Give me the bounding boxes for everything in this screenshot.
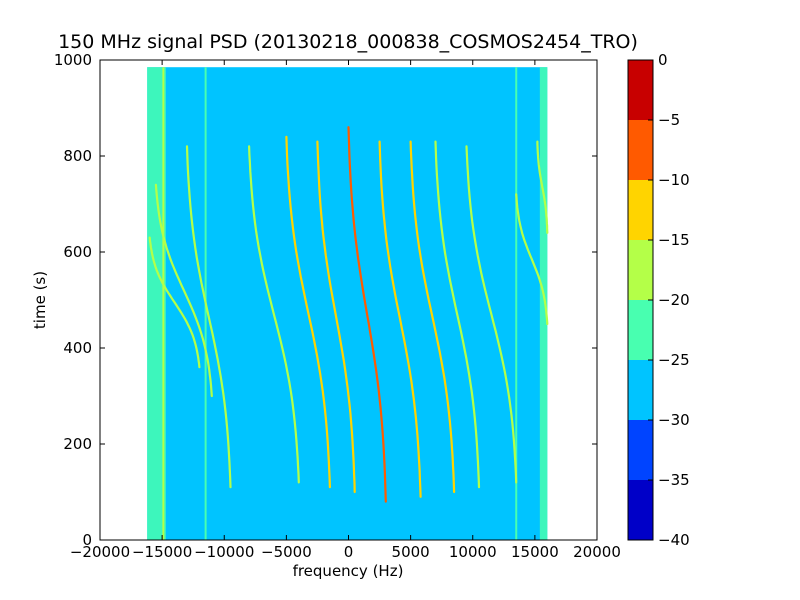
doppler-track [285, 135, 331, 489]
chart-title: 150 MHz signal PSD (20130218_000838_COSM… [58, 31, 638, 53]
x-axis-label: frequency (Hz) [293, 562, 404, 580]
x-tick-label: −15000 [132, 543, 192, 561]
doppler-track [148, 236, 201, 369]
y-tick-label: 800 [63, 147, 92, 165]
y-tick-label: 200 [63, 435, 92, 453]
y-tick-label: 1000 [54, 51, 92, 69]
doppler-track [347, 126, 387, 503]
heatmap-edge-band [539, 67, 548, 540]
colorbar-cell [628, 240, 653, 300]
doppler-track [185, 145, 232, 489]
doppler-track [515, 193, 549, 326]
colorbar-tick-label: −30 [658, 411, 690, 429]
y-axis-ticks: 0 200 400 600 800 1000 [54, 51, 597, 549]
doppler-track [434, 140, 481, 489]
colorbar-cell [628, 420, 653, 480]
doppler-track [536, 140, 549, 234]
colorbar-tick-label: −5 [658, 111, 680, 129]
colorbar-cell [628, 480, 653, 540]
y-tick-label: 600 [63, 243, 92, 261]
y-tick-label: 0 [82, 531, 92, 549]
doppler-track [409, 140, 456, 494]
x-tick-label: 10000 [449, 543, 497, 561]
doppler-track [248, 145, 300, 484]
y-tick-label: 400 [63, 339, 92, 357]
doppler-track [316, 140, 356, 494]
colorbar: −40 −35 −30 −25 −20 −15 −10 −5 0 [627, 51, 690, 549]
x-tick-label: −20000 [70, 543, 130, 561]
colorbar-tick-label: −10 [658, 171, 690, 189]
x-tick-label: 20000 [573, 543, 621, 561]
colorbar-tick-label: 0 [658, 51, 668, 69]
colorbar-cell [628, 60, 653, 120]
y-axis-label: time (s) [31, 271, 49, 329]
doppler-track [378, 140, 422, 498]
x-tick-label: 0 [344, 543, 354, 561]
colorbar-cells [628, 60, 653, 540]
colorbar-ticks: −40 −35 −30 −25 −20 −15 −10 −5 0 [648, 51, 690, 549]
colorbar-cell [628, 180, 653, 240]
colorbar-tick-label: −25 [658, 351, 690, 369]
heatmap-layer [147, 67, 549, 540]
colorbar-tick-label: −35 [658, 471, 690, 489]
heatmap-background [147, 67, 548, 540]
x-tick-label: −5000 [261, 543, 312, 561]
colorbar-tick-label: −40 [658, 531, 690, 549]
doppler-track [465, 145, 518, 484]
x-axis-ticks: −20000 −15000 −10000 −5000 0 5000 10000 15000 20… [70, 60, 621, 561]
colorbar-cell [628, 120, 653, 180]
plot-area: −20000 −15000 −10000 −5000 0 5000 10000 15000 20… [54, 51, 621, 561]
colorbar-cell [628, 300, 653, 360]
colorbar-cell [628, 360, 653, 420]
x-tick-label: 5000 [392, 543, 430, 561]
x-tick-label: 15000 [511, 543, 559, 561]
heatmap-edge-band [147, 67, 166, 540]
colorbar-tick-label: −15 [658, 231, 690, 249]
colorbar-tick-label: −20 [658, 291, 690, 309]
x-tick-label: −10000 [194, 543, 254, 561]
doppler-track [154, 183, 213, 398]
